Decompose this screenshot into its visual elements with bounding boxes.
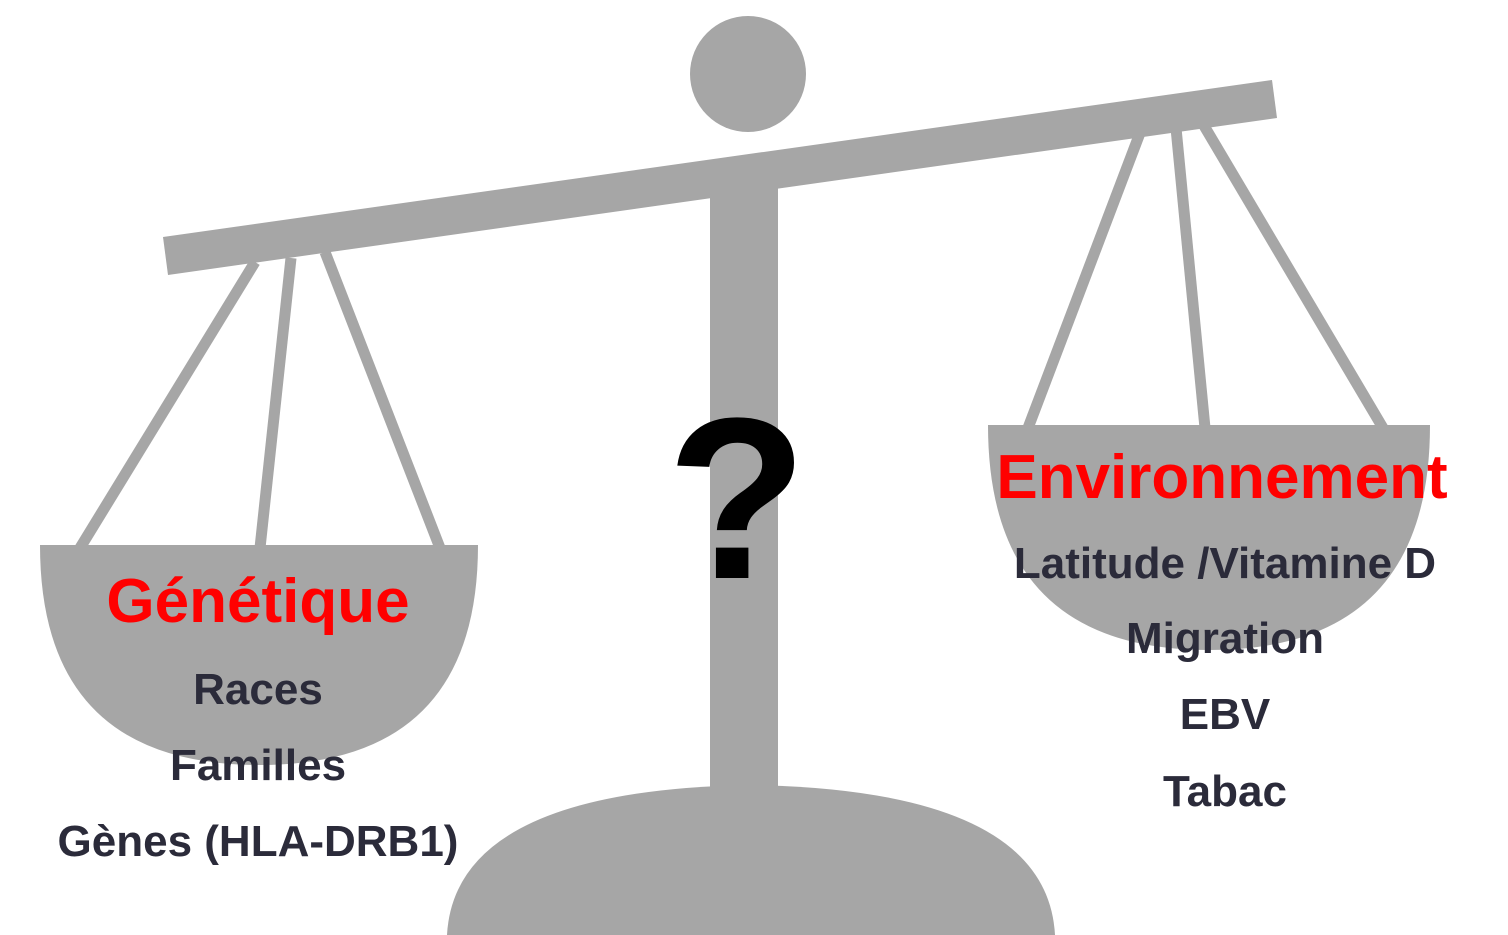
right-item: EBV [1180, 690, 1271, 739]
right-item: Latitude /Vitamine D [1014, 539, 1436, 588]
scale-knob [690, 16, 806, 132]
right-item: Tabac [1163, 767, 1287, 816]
balance-diagram: ? Génétique Races Familles Gènes (HLA-DR… [0, 0, 1508, 935]
left-item: Races [193, 665, 323, 714]
scale-base [447, 785, 1055, 935]
left-item: Familles [170, 741, 346, 790]
right-item: Migration [1126, 614, 1324, 663]
right-ropes [1028, 124, 1383, 428]
left-title: Génétique [106, 567, 409, 636]
right-title: Environnement [996, 443, 1447, 512]
left-item: Gènes (HLA-DRB1) [58, 817, 459, 866]
left-ropes [80, 252, 440, 548]
question-mark: ? [667, 370, 808, 627]
